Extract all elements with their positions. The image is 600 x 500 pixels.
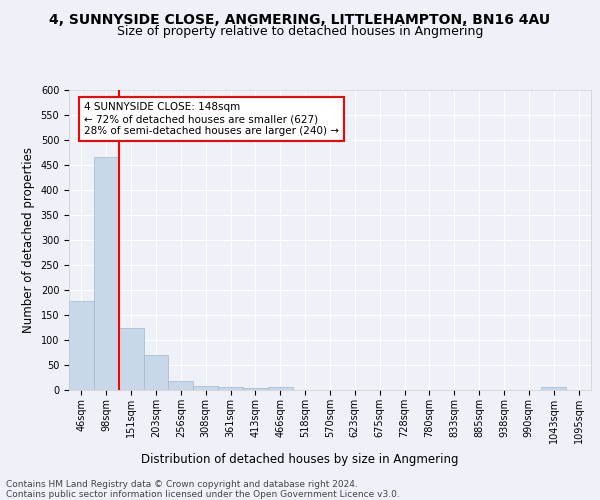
Bar <box>541 387 566 390</box>
Bar <box>193 386 218 390</box>
Bar <box>243 388 268 390</box>
Text: 4 SUNNYSIDE CLOSE: 148sqm
← 72% of detached houses are smaller (627)
28% of semi: 4 SUNNYSIDE CLOSE: 148sqm ← 72% of detac… <box>84 102 339 136</box>
Y-axis label: Number of detached properties: Number of detached properties <box>22 147 35 333</box>
Text: 4, SUNNYSIDE CLOSE, ANGMERING, LITTLEHAMPTON, BN16 4AU: 4, SUNNYSIDE CLOSE, ANGMERING, LITTLEHAM… <box>49 12 551 26</box>
Bar <box>268 387 293 390</box>
Bar <box>218 386 243 390</box>
Bar <box>143 355 169 390</box>
Bar <box>119 328 143 390</box>
Bar <box>94 156 119 390</box>
Bar <box>169 381 193 390</box>
Text: Distribution of detached houses by size in Angmering: Distribution of detached houses by size … <box>141 452 459 466</box>
Text: Contains HM Land Registry data © Crown copyright and database right 2024.
Contai: Contains HM Land Registry data © Crown c… <box>6 480 400 499</box>
Text: Size of property relative to detached houses in Angmering: Size of property relative to detached ho… <box>117 25 483 38</box>
Bar <box>69 301 94 390</box>
